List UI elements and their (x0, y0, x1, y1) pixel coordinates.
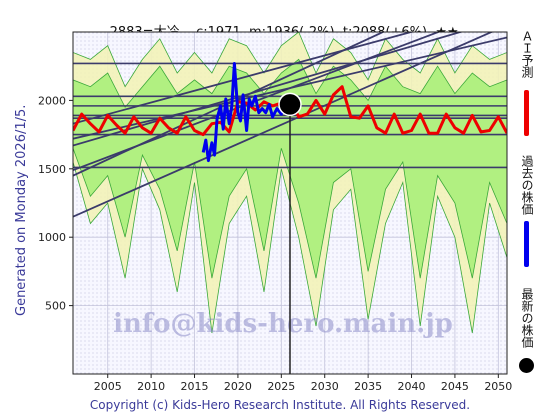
legend-ai-forecast-swatch (524, 90, 529, 136)
x-tick-label: 2035 (354, 380, 382, 393)
x-tick-label: 2030 (311, 380, 339, 393)
y-axis: 500 1000 1500 2000 (38, 94, 73, 313)
legend-ai-forecast-label: ＡＩ予測 (520, 30, 534, 78)
legend-past-price-swatch (524, 221, 529, 267)
watermark: info@kids-hero.main.jp (113, 309, 453, 339)
x-axis: 2005 2010 2015 2020 2025 2030 2035 2040 2045 2050 (94, 374, 512, 393)
trend-line (73, 32, 415, 125)
x-tick-label: 2015 (181, 380, 209, 393)
latest-marker (278, 92, 302, 117)
trend-line (73, 36, 507, 140)
series-past-price-line (201, 62, 291, 163)
trend-lines (73, 32, 507, 218)
legend-ai-forecast: ＡＩ予測 (515, 30, 541, 140)
generated-date: Generated on Monday 2026/1/5. (14, 104, 29, 316)
legend-past-price-label: 過去の株価 (520, 155, 534, 215)
x-tick-label: 2020 (224, 380, 252, 393)
latest-point (278, 92, 302, 117)
copyright: Copyright (c) Kids-Hero Research Institu… (89, 398, 471, 412)
y-tick-label: 500 (45, 300, 66, 313)
watermark-email: info@kids-hero.main.jp (113, 309, 453, 339)
x-tick-label: 2005 (94, 380, 122, 393)
legend-latest-price-dot (519, 358, 534, 373)
y-tick-label: 2000 (38, 94, 66, 107)
x-tick-label: 2045 (441, 380, 469, 393)
trend-line (73, 32, 386, 177)
y-tick-label: 1000 (38, 231, 66, 244)
x-tick-label: 2025 (267, 380, 295, 393)
legend-past-price: 過去の株価 (515, 155, 541, 275)
x-tick-label: 2010 (137, 380, 165, 393)
legend-latest-price-label: 最新の株価 (520, 288, 534, 348)
x-tick-label: 2050 (484, 380, 512, 393)
legend-latest-price: 最新の株価 (515, 288, 541, 388)
y-tick-label: 1500 (38, 163, 66, 176)
plot-frame (72, 31, 508, 375)
trend-line (73, 32, 464, 147)
x-tick-label: 2040 (398, 380, 426, 393)
